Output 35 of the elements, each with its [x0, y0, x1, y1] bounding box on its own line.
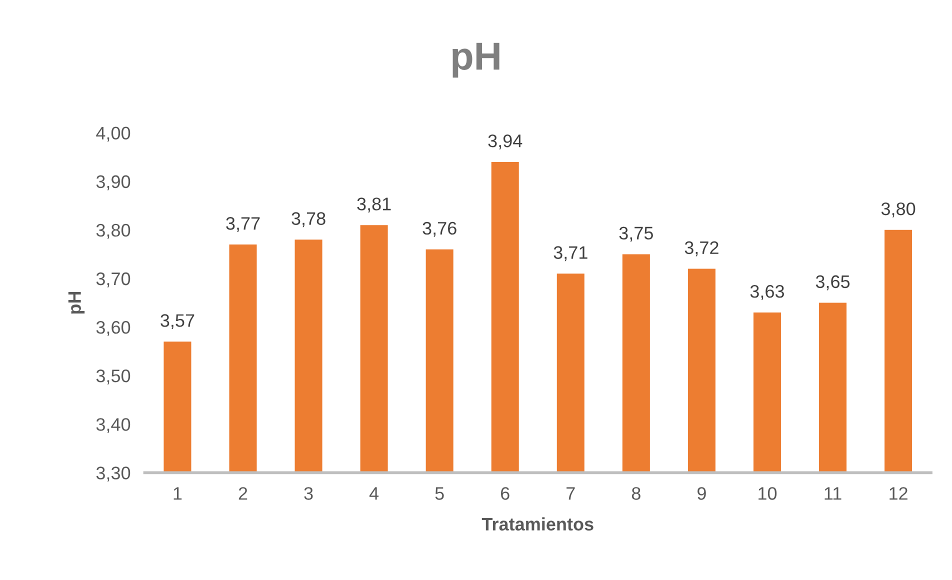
- x-axis-title: Tratamientos: [482, 517, 594, 531]
- x-tick-label: 6: [501, 487, 510, 500]
- x-tick-label: 1: [174, 487, 182, 500]
- y-tick-label: 3,30: [96, 466, 130, 482]
- data-label: 3,57: [160, 314, 194, 330]
- y-tick-label: 3,70: [96, 272, 130, 288]
- data-label: 3,63: [750, 285, 784, 300]
- x-tick-label: 3: [304, 487, 313, 500]
- y-tick-label: 3,90: [96, 175, 130, 190]
- data-label: 3,71: [554, 246, 588, 262]
- data-label: 3,75: [619, 226, 653, 242]
- y-tick-label: 3,60: [96, 320, 130, 336]
- y-tick-label: 3,80: [96, 224, 130, 239]
- x-tick-label: 9: [698, 487, 706, 500]
- x-tick-label: 5: [435, 487, 444, 500]
- chart-title: pH: [452, 42, 500, 78]
- y-tick-label: 3,40: [96, 418, 130, 433]
- x-tick-label: 2: [238, 487, 248, 500]
- data-label: 3,76: [422, 222, 456, 237]
- data-label: 3,94: [488, 134, 522, 150]
- data-label: 3,72: [684, 241, 718, 256]
- y-axis-title: pH: [68, 292, 85, 314]
- x-tick-label: 11: [824, 487, 842, 500]
- x-tick-label: 4: [369, 487, 379, 500]
- x-tick-label: 10: [758, 487, 777, 500]
- data-label: 3,77: [226, 217, 260, 232]
- x-tick-label: 7: [566, 487, 575, 500]
- data-label: 3,78: [292, 212, 326, 228]
- x-tick-label: 12: [890, 487, 908, 500]
- y-tick-label: 4,00: [96, 126, 130, 142]
- data-label: 3,65: [816, 275, 850, 290]
- x-tick-label: 8: [632, 487, 640, 500]
- data-label: 3,80: [881, 202, 916, 218]
- y-tick-label: 3,50: [96, 370, 130, 384]
- data-label: 3,81: [357, 198, 391, 213]
